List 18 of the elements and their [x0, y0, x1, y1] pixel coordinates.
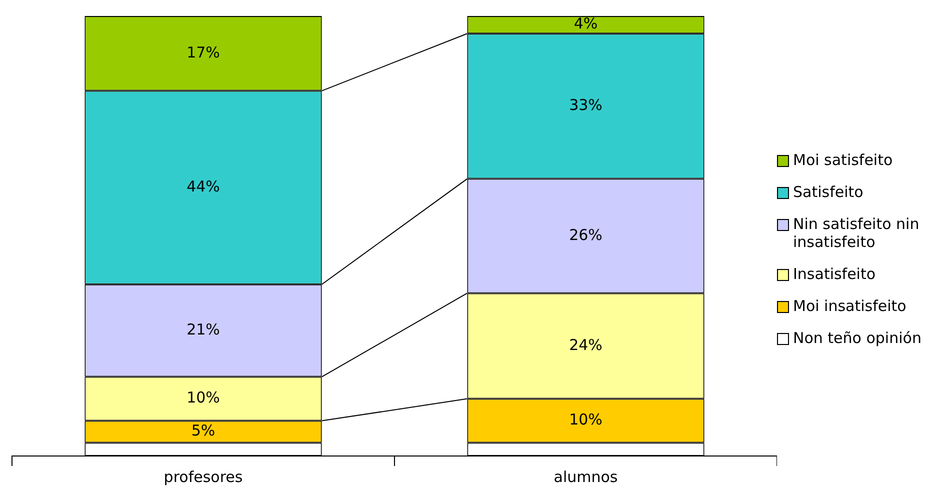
data-label: 26%: [569, 226, 602, 244]
data-label: 24%: [569, 336, 602, 354]
data-label: 5%: [191, 422, 216, 440]
data-label: 21%: [186, 320, 220, 338]
data-label: 33%: [569, 96, 602, 114]
legend-label: Satisfeito: [793, 183, 864, 201]
data-label: 4%: [574, 14, 598, 33]
legend-label: Insatisfeito: [793, 265, 876, 283]
legend-label: Nin satisfeito nin insatisfeito: [793, 215, 920, 251]
data-label: 44%: [186, 177, 220, 196]
data-label: 17%: [186, 43, 220, 62]
text: Non teño opinión: [793, 329, 922, 347]
legend-label: Moi satisfeito: [793, 151, 893, 169]
x-tick-label: profesores: [164, 468, 243, 486]
x-tick-label: alumnos: [554, 468, 618, 486]
data-label: 10%: [569, 410, 602, 429]
legend-label: Moi insatisfeito: [793, 297, 906, 315]
data-label: 10%: [186, 388, 220, 407]
